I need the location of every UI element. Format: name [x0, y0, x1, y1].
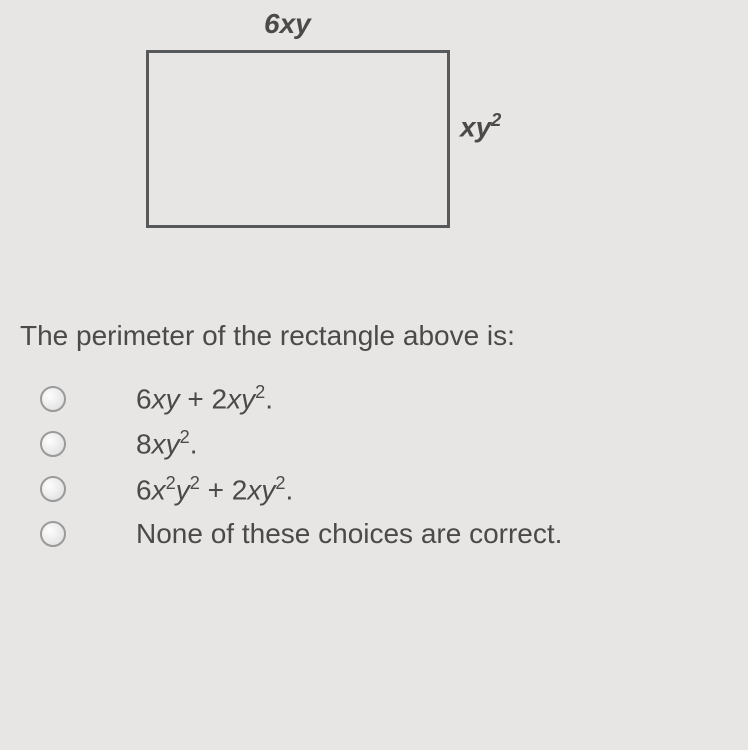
option-row: 8xy2. [40, 427, 748, 460]
option-row: 6x2y2 + 2xy2. [40, 473, 748, 506]
option-row: 6xy + 2xy2. [40, 382, 748, 415]
radio-option-1[interactable] [40, 386, 66, 412]
radio-option-2[interactable] [40, 431, 66, 457]
rectangle-shape [146, 50, 450, 228]
rect-top-label: 6xy [264, 8, 311, 40]
option-text-4: None of these choices are correct. [136, 518, 562, 550]
options-group: 6xy + 2xy2. 8xy2. 6x2y2 + 2xy2. None of … [40, 382, 748, 550]
radio-option-4[interactable] [40, 521, 66, 547]
option-row: None of these choices are correct. [40, 518, 748, 550]
rect-side-label: xy2 [460, 110, 501, 143]
option-text-1: 6xy + 2xy2. [136, 382, 273, 415]
option-text-2: 8xy2. [136, 427, 197, 460]
diagram-area: 6xy xy2 [0, 0, 748, 280]
question-text: The perimeter of the rectangle above is: [20, 320, 748, 352]
option-text-3: 6x2y2 + 2xy2. [136, 473, 293, 506]
radio-option-3[interactable] [40, 476, 66, 502]
